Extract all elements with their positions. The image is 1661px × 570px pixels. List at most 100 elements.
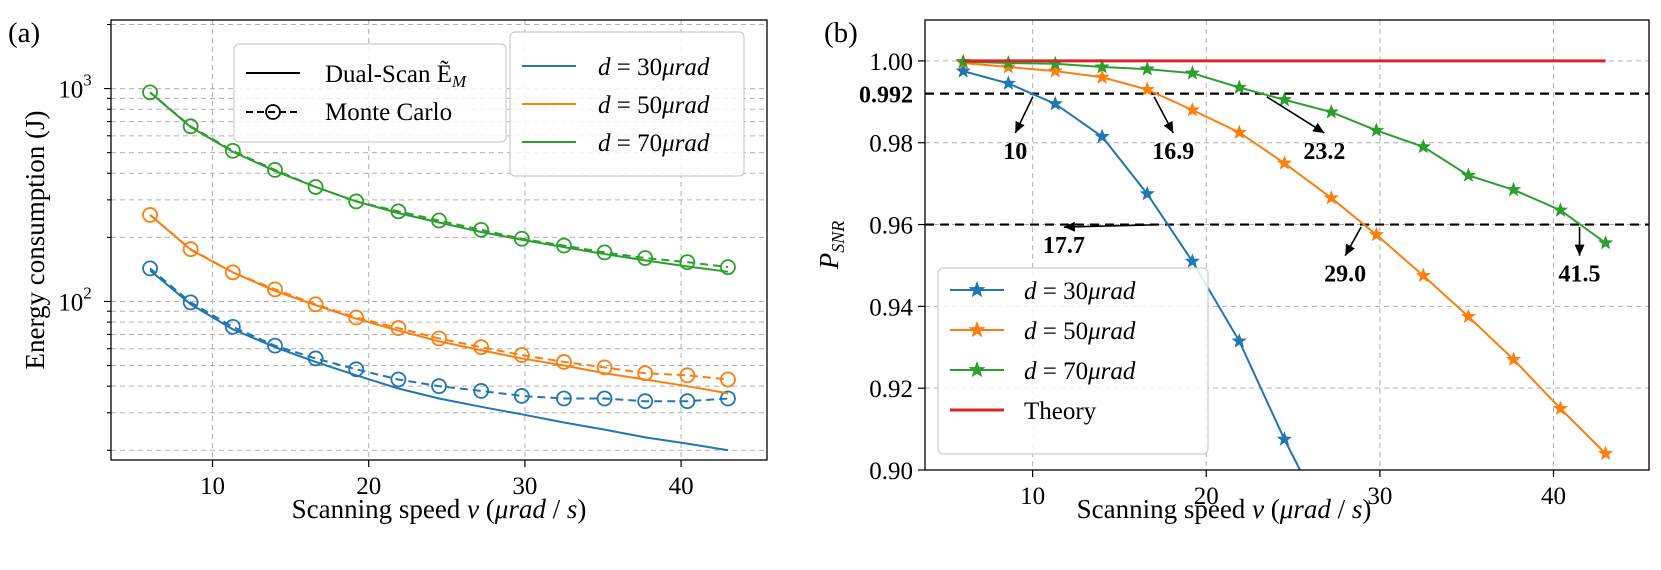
x-tick-label: 20	[356, 473, 381, 500]
monte-carlo-point	[556, 237, 572, 254]
star-marker	[1597, 234, 1614, 250]
star-marker	[1094, 59, 1110, 74]
monte-carlo-line	[149, 91, 729, 269]
panel-a-ylabel: Energy consumption (J)	[20, 111, 50, 370]
legend-star-marker	[968, 281, 986, 298]
monte-carlo-point	[556, 390, 572, 407]
x-tick-label: 10	[200, 473, 225, 500]
legend-series-label: d = 30μrad	[1024, 278, 1136, 305]
monte-carlo-point	[142, 260, 158, 277]
monte-carlo-point	[182, 241, 199, 258]
x-tick-label: 10	[1020, 483, 1045, 510]
monte-carlo-point	[224, 264, 241, 281]
monte-carlo-point	[720, 259, 736, 276]
panel-b-legend: d = 30μrad d = 50μrad d = 70μrad Theory	[937, 267, 1209, 455]
star-marker	[1368, 122, 1385, 137]
y-tick-label: 1.00	[869, 49, 913, 76]
y-tick-label: 0.96	[869, 213, 913, 240]
panel-b-series	[955, 53, 1614, 470]
star-marker	[1368, 226, 1385, 242]
monte-carlo-point	[431, 378, 447, 395]
star-marker	[1276, 91, 1292, 107]
star-marker	[1276, 155, 1292, 170]
star-marker	[1505, 181, 1522, 197]
star-marker	[1184, 65, 1200, 80]
legend-star-marker	[968, 361, 986, 378]
x-tick-label: 30	[512, 473, 537, 500]
star-marker	[1231, 333, 1247, 348]
monte-carlo-point	[473, 339, 490, 356]
monte-carlo-point	[596, 359, 613, 376]
panel-a-ticks: 10 20 30 40 102 103	[58, 23, 694, 500]
monte-carlo-point	[307, 179, 324, 195]
star-marker	[1094, 128, 1110, 144]
monte-carlo-point	[142, 207, 158, 223]
star-marker	[1323, 104, 1339, 119]
monte-carlo-point	[182, 294, 199, 311]
theory-line	[149, 269, 729, 452]
star-marker	[1552, 202, 1569, 217]
star-marker	[1139, 61, 1155, 76]
panel-a-axes-frame	[110, 19, 768, 461]
legend-series-label: d = 50μrad	[1024, 318, 1136, 345]
monte-carlo-point	[390, 371, 407, 388]
star-marker	[1460, 167, 1477, 182]
star-marker	[1323, 189, 1339, 205]
y-tick-label: 102	[58, 283, 92, 316]
monte-carlo-point	[348, 309, 365, 326]
series-line	[963, 60, 1607, 244]
legend-series-label: d = 50μrad	[598, 92, 710, 119]
annotation-arrow-head	[1015, 120, 1025, 133]
panel-a-xlabel: Scanning speed v (μrad / s)	[292, 494, 587, 524]
monte-carlo-line	[149, 214, 729, 381]
legend-monte-carlo-label: Monte Carlo	[325, 99, 452, 126]
annotation-label: 29.0	[1324, 262, 1366, 288]
monte-carlo-point	[596, 390, 613, 407]
star-marker	[1094, 69, 1110, 84]
monte-carlo-point	[637, 393, 654, 410]
star-marker	[1415, 138, 1431, 154]
panel-a: (a) 10 20 30 40 102 103 Scanning speed v (μra…	[8, 17, 768, 524]
legend-series-label: Theory	[1024, 398, 1097, 425]
monte-carlo-point	[267, 337, 283, 354]
y-tick-label: 103	[58, 71, 92, 104]
monte-carlo-point	[720, 371, 736, 388]
monte-carlo-point	[556, 354, 572, 370]
star-marker	[1231, 79, 1247, 94]
star-marker	[1276, 431, 1292, 446]
panel-a-label: (a)	[8, 17, 40, 49]
legend-series-label: d = 70μrad	[598, 130, 710, 157]
panel-b-xlabel: Scanning speed v (μrad / s)	[1077, 494, 1372, 524]
x-tick-label: 30	[1367, 483, 1392, 510]
panel-b-label: (b)	[824, 17, 858, 49]
monte-carlo-point	[513, 347, 530, 363]
annotation-arrow-head	[1063, 221, 1076, 232]
monte-carlo-point	[142, 84, 158, 101]
legend-circle-marker-sample	[265, 104, 281, 120]
annotation-arrow-head	[1312, 122, 1325, 133]
monte-carlo-point	[390, 320, 407, 336]
star-marker	[1047, 55, 1063, 71]
monte-carlo-point	[431, 330, 447, 347]
legend-star-marker	[968, 321, 986, 338]
monte-carlo-line	[149, 267, 729, 403]
monte-carlo-point	[473, 221, 490, 238]
star-marker	[1505, 351, 1522, 367]
star-marker	[955, 63, 971, 78]
monte-carlo-point	[637, 365, 654, 382]
panel-b-ylabel: PSNR	[814, 221, 848, 271]
monte-carlo-point	[224, 318, 241, 335]
x-tick-label: 40	[1541, 483, 1566, 510]
monte-carlo-point	[679, 393, 696, 410]
star-marker	[1231, 124, 1247, 139]
monte-carlo-point	[390, 203, 407, 220]
y-tick-label: 0.98	[869, 131, 913, 158]
x-tick-label: 40	[669, 473, 694, 500]
annotation-arrow-head	[1574, 244, 1585, 256]
annotation-label: 17.7	[1043, 233, 1085, 259]
star-marker	[1184, 102, 1200, 117]
panel-b-axes-frame	[924, 19, 1650, 471]
star-marker	[1184, 253, 1200, 268]
theory-line	[149, 214, 729, 395]
